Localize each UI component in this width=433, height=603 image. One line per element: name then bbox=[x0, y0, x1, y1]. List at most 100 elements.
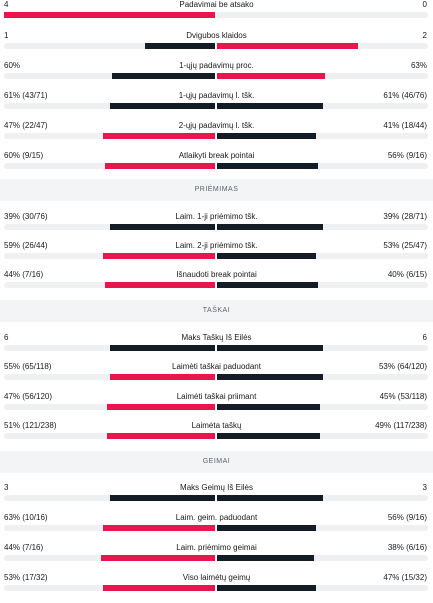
away-bar-track bbox=[217, 73, 428, 79]
away-bar bbox=[217, 43, 359, 49]
home-bar-track bbox=[4, 433, 215, 439]
stat-label: Viso laimėtų geimų bbox=[182, 573, 251, 582]
home-value: 47% (22/47) bbox=[4, 121, 48, 130]
stat-label: 1-ųjų padavimų l. tšk. bbox=[178, 91, 255, 100]
stat-row: 44% (7/16) Laim. priėmimo geimai 38% (6/… bbox=[0, 543, 433, 573]
home-value: 39% (30/76) bbox=[4, 212, 48, 221]
away-bar bbox=[217, 103, 323, 109]
away-value: 53% (64/120) bbox=[378, 362, 427, 371]
home-bar-track bbox=[4, 253, 215, 259]
home-bar-track bbox=[4, 555, 215, 561]
home-bar bbox=[105, 282, 215, 288]
home-bar bbox=[105, 163, 215, 169]
away-value: 38% (6/16) bbox=[387, 543, 427, 552]
home-bar-track bbox=[4, 495, 215, 501]
away-bar-track bbox=[217, 433, 428, 439]
away-bar-track bbox=[217, 43, 428, 49]
stat-label: Laimėti taškai priimant bbox=[176, 392, 257, 401]
home-bar bbox=[109, 103, 215, 109]
stat-row: 60% (9/15) Atlaikyti break pointai 56% (… bbox=[0, 151, 433, 181]
home-value: 4 bbox=[4, 0, 9, 9]
stat-row: 60% 1-ųjų padavimų proc. 63% bbox=[0, 61, 433, 91]
away-bar-track bbox=[217, 345, 428, 351]
home-value: 55% (65/118) bbox=[4, 362, 52, 371]
away-bar bbox=[217, 282, 319, 288]
home-bar bbox=[107, 404, 215, 410]
home-bar bbox=[107, 433, 215, 439]
stat-row: 63% (10/16) Laim. geim. paduodant 56% (9… bbox=[0, 513, 433, 543]
away-value: 41% (18/44) bbox=[383, 121, 427, 130]
stat-row: 4 Padavimai be atsako 0 bbox=[0, 0, 433, 30]
home-value: 6 bbox=[4, 333, 9, 342]
home-bar bbox=[4, 12, 215, 18]
stat-row: 1 Dvigubos klaidos 2 bbox=[0, 31, 433, 61]
away-bar-track bbox=[217, 404, 428, 410]
away-bar bbox=[217, 433, 321, 439]
section-header-points: TAŠKAI bbox=[0, 300, 433, 322]
stat-row: 53% (17/32) Viso laimėtų geimų 47% (15/3… bbox=[0, 573, 433, 603]
stat-row: 3 Maks Geimų Iš Eilės 3 bbox=[0, 483, 433, 513]
home-value: 60% (9/15) bbox=[4, 151, 44, 160]
stat-label: Atlaikyti break pointai bbox=[178, 151, 255, 160]
away-bar-track bbox=[217, 525, 428, 531]
home-bar-track bbox=[4, 525, 215, 531]
stat-row: 55% (65/118) Laimėti taškai paduodant 53… bbox=[0, 362, 433, 392]
home-bar bbox=[109, 345, 215, 351]
away-bar-track bbox=[217, 103, 428, 109]
away-bar-track bbox=[217, 282, 428, 288]
away-bar bbox=[217, 404, 321, 410]
away-value: 39% (28/71) bbox=[383, 212, 427, 221]
home-value: 59% (26/44) bbox=[4, 241, 48, 250]
section-header-games: GEIMAI bbox=[0, 451, 433, 473]
away-value: 56% (9/16) bbox=[387, 151, 427, 160]
stat-label: Maks Geimų Iš Eilės bbox=[180, 483, 253, 492]
away-value: 40% (6/15) bbox=[387, 270, 427, 279]
stat-row: 47% (22/47) 2-ųjų padavimų l. tšk. 41% (… bbox=[0, 121, 433, 151]
away-bar-track bbox=[217, 163, 428, 169]
away-bar-track bbox=[217, 374, 428, 380]
away-value: 53% (25/47) bbox=[383, 241, 427, 250]
home-value: 44% (7/16) bbox=[4, 543, 44, 552]
stat-label: Padavimai be atsako bbox=[179, 0, 254, 9]
away-bar bbox=[217, 253, 317, 259]
away-bar-track bbox=[217, 495, 428, 501]
home-bar bbox=[103, 585, 215, 591]
stat-label: Laim. priėmimo geimai bbox=[176, 543, 257, 552]
home-value: 63% (10/16) bbox=[4, 513, 48, 522]
home-value: 47% (56/120) bbox=[4, 392, 53, 401]
stat-row: 47% (56/120) Laimėti taškai priimant 45%… bbox=[0, 392, 433, 422]
stat-row: 51% (121/238) Laimėta taškų 49% (117/238… bbox=[0, 421, 433, 451]
home-bar-track bbox=[4, 133, 215, 139]
stat-label: Laimėti taškai paduodant bbox=[172, 362, 261, 371]
home-value: 61% (43/71) bbox=[4, 91, 48, 100]
away-value: 0 bbox=[422, 0, 427, 9]
home-value: 3 bbox=[4, 483, 9, 492]
home-bar-track bbox=[4, 73, 215, 79]
home-bar-track bbox=[4, 224, 215, 230]
away-value: 45% (53/118) bbox=[379, 392, 427, 401]
away-value: 63% bbox=[410, 61, 427, 70]
away-value: 6 bbox=[422, 333, 427, 342]
away-bar-track bbox=[217, 253, 428, 259]
section-header-return: PRIĖMIMAS bbox=[0, 179, 433, 201]
away-bar bbox=[217, 345, 323, 351]
stat-label: Laim. 1-ji priėmimo tšk. bbox=[175, 212, 258, 221]
away-bar bbox=[217, 495, 323, 501]
home-bar-track bbox=[4, 282, 215, 288]
home-bar-track bbox=[4, 163, 215, 169]
stat-label: Maks Taškų Iš Eilės bbox=[181, 333, 252, 342]
stat-label: Laimėta taškų bbox=[191, 421, 242, 430]
stat-label: Laim. geim. paduodant bbox=[175, 513, 258, 522]
away-value: 61% (46/76) bbox=[383, 91, 427, 100]
home-bar bbox=[103, 133, 215, 139]
away-bar bbox=[217, 374, 323, 380]
home-bar bbox=[109, 374, 215, 380]
away-value: 2 bbox=[422, 31, 427, 40]
home-bar bbox=[103, 253, 215, 259]
away-bar bbox=[217, 525, 317, 531]
home-bar-track bbox=[4, 345, 215, 351]
stat-row: 6 Maks Taškų Iš Eilės 6 bbox=[0, 333, 433, 363]
home-bar-track bbox=[4, 374, 215, 380]
stat-label: Išnaudoti break pointai bbox=[176, 270, 257, 279]
away-bar bbox=[217, 133, 317, 139]
